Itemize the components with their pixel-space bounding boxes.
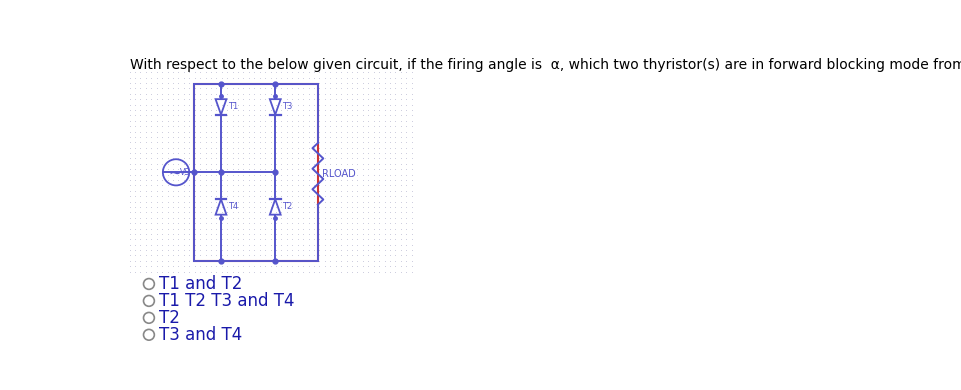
Text: ~: ~ (168, 166, 181, 181)
Text: T2: T2 (282, 202, 292, 211)
Text: VS: VS (180, 168, 189, 177)
Text: T1 T2 T3 and T4: T1 T2 T3 and T4 (159, 292, 294, 310)
Text: T1 and T2: T1 and T2 (159, 275, 242, 293)
Text: T3: T3 (282, 102, 292, 112)
Text: With respect to the below given circuit, if the firing angle is  α, which two th: With respect to the below given circuit,… (130, 58, 961, 72)
Text: T1: T1 (228, 102, 238, 112)
Text: RLOAD: RLOAD (321, 169, 356, 179)
Text: T2: T2 (159, 309, 180, 327)
Text: T4: T4 (228, 202, 238, 211)
Text: T3 and T4: T3 and T4 (159, 326, 242, 344)
Bar (194, 84, 317, 261)
